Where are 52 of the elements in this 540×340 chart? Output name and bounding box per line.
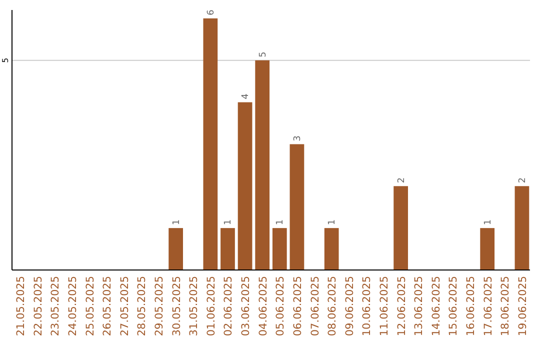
x-tick-label: 29.05.2025	[154, 276, 166, 336]
x-tick-label: 21.05.2025	[15, 276, 28, 336]
x-tick-label: 22.05.2025	[32, 276, 44, 336]
x-tick-label: 19.06.2025	[516, 276, 529, 336]
bar	[514, 186, 530, 270]
x-tick-label: 14.06.2025	[430, 276, 442, 336]
x-tick-label: 07.06.2025	[309, 276, 322, 336]
x-tick-label: 31.05.2025	[188, 276, 200, 336]
x-tick-label: 11.06.2025	[378, 276, 390, 336]
bar	[220, 228, 235, 270]
data-label: 1	[172, 219, 182, 226]
data-label: 6	[206, 9, 216, 16]
data-label: 1	[276, 219, 286, 226]
x-tick-label: 09.06.2025	[344, 276, 356, 336]
bar	[394, 186, 408, 270]
bar	[272, 228, 287, 270]
data-label: 4	[241, 93, 252, 100]
x-tick-label: 30.05.2025	[170, 276, 183, 336]
x-tick-label: 06.06.2025	[292, 276, 304, 336]
data-label: 5	[258, 52, 268, 58]
data-label: 2	[518, 177, 528, 184]
x-tick-label: 03.06.2025	[240, 276, 252, 336]
x-tick-label: 01.06.2025	[205, 276, 218, 336]
x-tick-label: 17.06.2025	[482, 276, 494, 336]
x-tick-label: 08.06.2025	[326, 276, 339, 336]
data-label: 2	[396, 177, 407, 184]
x-tick-label: 10.06.2025	[361, 276, 374, 336]
bar	[290, 144, 304, 270]
x-tick-label: 25.05.2025	[84, 276, 96, 336]
bar	[203, 18, 218, 270]
bar	[480, 228, 495, 270]
bar	[168, 228, 183, 270]
x-tick-label: 26.05.2025	[102, 276, 114, 336]
x-tick-label: 28.05.2025	[136, 276, 148, 336]
data-label: 1	[483, 219, 494, 226]
data-label: 1	[328, 219, 338, 226]
data-label: 3	[292, 135, 303, 142]
x-tick-label: 18.06.2025	[500, 276, 512, 336]
x-tick-label: 12.06.2025	[396, 276, 408, 336]
x-tick-label: 16.06.2025	[465, 276, 478, 336]
bar	[324, 228, 339, 270]
data-label: 1	[224, 219, 234, 226]
x-tick-label: 02.06.2025	[222, 276, 235, 336]
x-tick-label: 04.06.2025	[257, 276, 270, 336]
x-tick-label: 24.05.2025	[66, 276, 79, 336]
bar	[255, 60, 270, 270]
bar	[238, 102, 252, 270]
x-tick-label: 15.06.2025	[448, 276, 460, 336]
x-tick-label: 05.06.2025	[274, 276, 287, 336]
x-tick-label: 23.05.2025	[50, 276, 62, 336]
x-tick-label: 27.05.2025	[118, 276, 131, 336]
x-tick-label: 13.06.2025	[413, 276, 426, 336]
